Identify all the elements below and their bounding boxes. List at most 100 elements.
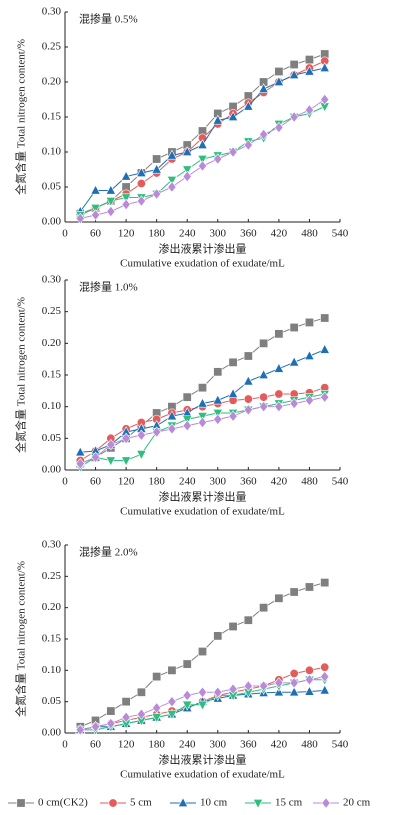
x-tick-label: 480 [301, 476, 318, 488]
y-tick-label: 0.25 [42, 41, 62, 53]
marker [243, 394, 253, 404]
marker [213, 367, 223, 377]
marker [197, 416, 208, 429]
marker [182, 659, 192, 669]
marker [136, 687, 146, 697]
marker [136, 450, 147, 461]
marker [136, 429, 146, 441]
marker [152, 426, 162, 438]
marker [259, 400, 269, 413]
annotation: 混掺量 0.5% [79, 12, 138, 26]
marker [121, 432, 131, 445]
marker [288, 686, 300, 697]
marker [105, 456, 117, 467]
marker [136, 179, 146, 189]
x-tick-label: 240 [179, 228, 196, 240]
y-tick-label: 0.15 [42, 633, 62, 645]
marker [243, 404, 253, 416]
marker [152, 188, 162, 200]
legend-marker [177, 797, 189, 808]
y-axis-label: 全氮含量 Total nitrogen content/% [14, 561, 28, 717]
y-tick-label: 0.00 [42, 727, 62, 739]
marker [106, 706, 116, 716]
legend-marker [252, 798, 264, 809]
x-tick-label: 180 [148, 476, 165, 488]
marker [320, 391, 330, 403]
marker [243, 680, 253, 692]
marker [197, 686, 208, 698]
y-tick-label: 0.05 [42, 181, 62, 193]
marker [75, 212, 85, 225]
marker [166, 410, 178, 421]
marker [259, 128, 269, 141]
marker [319, 684, 330, 695]
marker [258, 369, 269, 380]
marker [227, 388, 239, 399]
marker [197, 700, 208, 711]
x-tick-label: 60 [90, 739, 102, 751]
marker [274, 677, 284, 689]
marker [106, 438, 116, 451]
marker [151, 713, 162, 724]
marker [182, 170, 192, 183]
marker [120, 193, 132, 204]
marker [120, 456, 132, 467]
marker [274, 389, 284, 399]
x-tick-label: 60 [90, 228, 102, 240]
x-tick-label: 120 [118, 739, 135, 751]
x-tick-label: 360 [240, 476, 257, 488]
marker [274, 329, 284, 339]
y-tick-label: 0.10 [42, 400, 62, 412]
marker [304, 582, 314, 592]
x-tick-label: 480 [301, 739, 318, 751]
marker [136, 708, 146, 720]
legend-label: 15 cm [275, 797, 303, 809]
marker [243, 139, 253, 151]
y-tick-label: 0.05 [42, 695, 62, 707]
y-tick-label: 0.00 [42, 464, 62, 476]
marker [75, 457, 85, 470]
marker [166, 176, 178, 186]
marker [198, 647, 208, 657]
x-tick-label: 240 [179, 476, 196, 488]
marker [243, 375, 254, 386]
marker [289, 322, 299, 332]
marker [320, 670, 330, 683]
marker [167, 665, 177, 675]
legend-marker [16, 798, 26, 808]
marker [304, 394, 315, 407]
marker [259, 338, 269, 348]
marker [289, 397, 299, 410]
marker [90, 204, 101, 214]
marker [90, 451, 101, 464]
y-tick-label: 0.30 [42, 274, 62, 286]
x-tick-label: 240 [179, 739, 196, 751]
marker [304, 55, 314, 65]
marker [167, 423, 177, 435]
y-tick-label: 0.10 [42, 146, 62, 158]
marker [197, 139, 208, 149]
y-tick-label: 0.15 [42, 111, 62, 123]
x-tick-label: 120 [118, 228, 135, 240]
marker [213, 631, 223, 641]
marker [182, 165, 193, 176]
x-axis-label-en: Cumulative exudation of exudate/mL [120, 258, 285, 270]
marker [304, 317, 314, 327]
y-tick-label: 0.05 [42, 432, 62, 444]
marker [288, 356, 300, 367]
marker [152, 154, 162, 164]
marker [320, 313, 330, 323]
x-tick-label: 420 [271, 739, 288, 751]
marker [228, 410, 238, 422]
marker [243, 351, 253, 361]
x-tick-label: 60 [90, 476, 102, 488]
marker [212, 114, 223, 125]
marker [304, 65, 315, 76]
x-tick-label: 0 [62, 228, 68, 240]
marker [90, 184, 101, 195]
y-tick-label: 0.20 [42, 601, 62, 613]
marker [320, 93, 330, 106]
marker [273, 76, 285, 86]
x-tick-label: 540 [332, 739, 349, 751]
